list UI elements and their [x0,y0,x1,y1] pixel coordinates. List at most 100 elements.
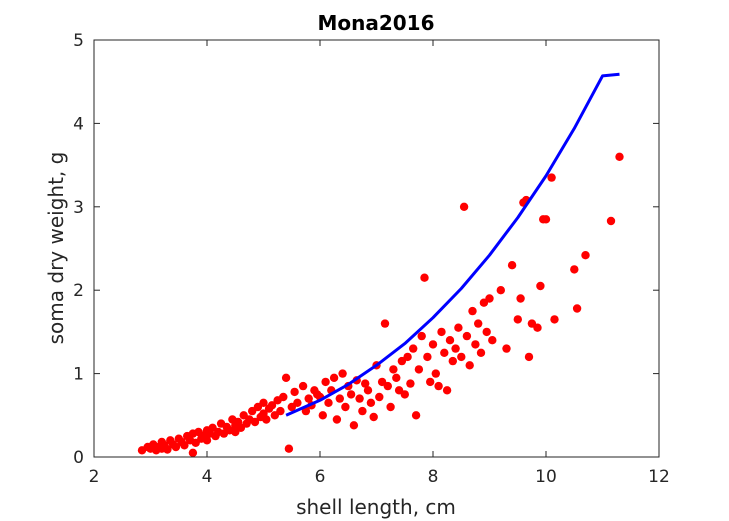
y-tick-label: 0 [73,448,84,468]
data-point [346,390,356,399]
data-point [513,315,522,324]
data-point [414,365,424,374]
x-tick-label: 2 [89,467,100,487]
data-point [536,281,545,291]
data-point [329,373,339,382]
data-point [457,352,466,362]
x-axis-title: shell length, cm [296,495,456,519]
data-point [445,336,455,345]
data-point [304,394,313,403]
data-point [403,352,412,362]
data-point [335,394,344,403]
data-point [188,448,198,457]
data-point [502,344,511,353]
chart-title: Mona2016 [317,11,434,35]
data-point [448,356,457,366]
data-point [276,406,285,416]
data-point [202,436,212,445]
x-tick-label: 4 [202,467,213,487]
y-tick-label: 5 [73,31,84,51]
data-point [409,344,418,353]
data-point [581,251,590,260]
data-point [420,273,429,282]
data-point [262,415,271,424]
fit-curve [285,72,620,417]
data-point [293,398,302,407]
data-point [426,377,435,387]
data-point [369,412,378,422]
data-point [550,315,559,324]
data-point [507,261,517,270]
data-point [468,306,477,316]
data-point [606,216,616,226]
data-point [361,379,370,388]
data-point [516,294,525,303]
data-point [298,381,308,391]
x-tick-label: 8 [428,467,439,487]
data-point [434,381,443,391]
data-point [380,319,390,328]
data-point [171,442,181,452]
data-point [570,265,579,274]
data-point [411,411,421,420]
data-point [318,411,327,420]
data-point [440,348,449,357]
data-point [471,340,480,349]
data-point [321,377,330,387]
data-point [496,286,505,295]
data-point [180,441,189,450]
x-tick-label: 12 [648,467,670,487]
data-marks [137,72,624,457]
data-point [290,387,299,397]
data-point [428,340,438,349]
axes-box [93,39,660,458]
data-point [324,398,333,407]
data-point [476,348,486,357]
y-axis-title: soma dry weight, g [44,152,68,345]
data-point [338,369,347,378]
data-point [267,401,277,410]
data-point [363,386,373,395]
data-point [547,173,556,182]
y-tick-label: 1 [73,365,84,385]
data-point [465,361,474,370]
data-point [488,336,497,345]
data-point [406,379,415,388]
data-point [279,392,288,402]
data-point [615,152,624,161]
data-point [284,444,294,453]
data-point [451,344,460,353]
data-point [485,294,494,303]
x-tick-label: 10 [535,467,557,487]
data-point [482,327,491,337]
data-point [524,352,534,362]
data-point [259,398,268,407]
y-tick-label: 4 [73,114,84,134]
data-point [375,392,384,402]
data-point [572,304,582,313]
data-point [366,398,376,407]
data-point [431,369,440,378]
data-point [400,390,409,399]
data-point [250,417,260,427]
data-point [541,215,551,224]
x-tick-label: 6 [315,467,326,487]
data-point [349,421,359,430]
data-point [383,381,392,391]
data-point [341,402,350,412]
data-point [332,415,342,424]
data-point [474,319,483,328]
data-point [392,373,401,382]
data-point [462,331,472,341]
data-point [442,386,452,395]
plot-area [94,40,659,457]
data-point [454,323,463,332]
data-point [389,365,398,374]
data-point [417,331,426,341]
y-tick-label: 2 [73,281,84,301]
data-point [459,202,469,211]
data-point [386,402,395,412]
data-point [437,327,446,337]
data-point [355,394,364,403]
